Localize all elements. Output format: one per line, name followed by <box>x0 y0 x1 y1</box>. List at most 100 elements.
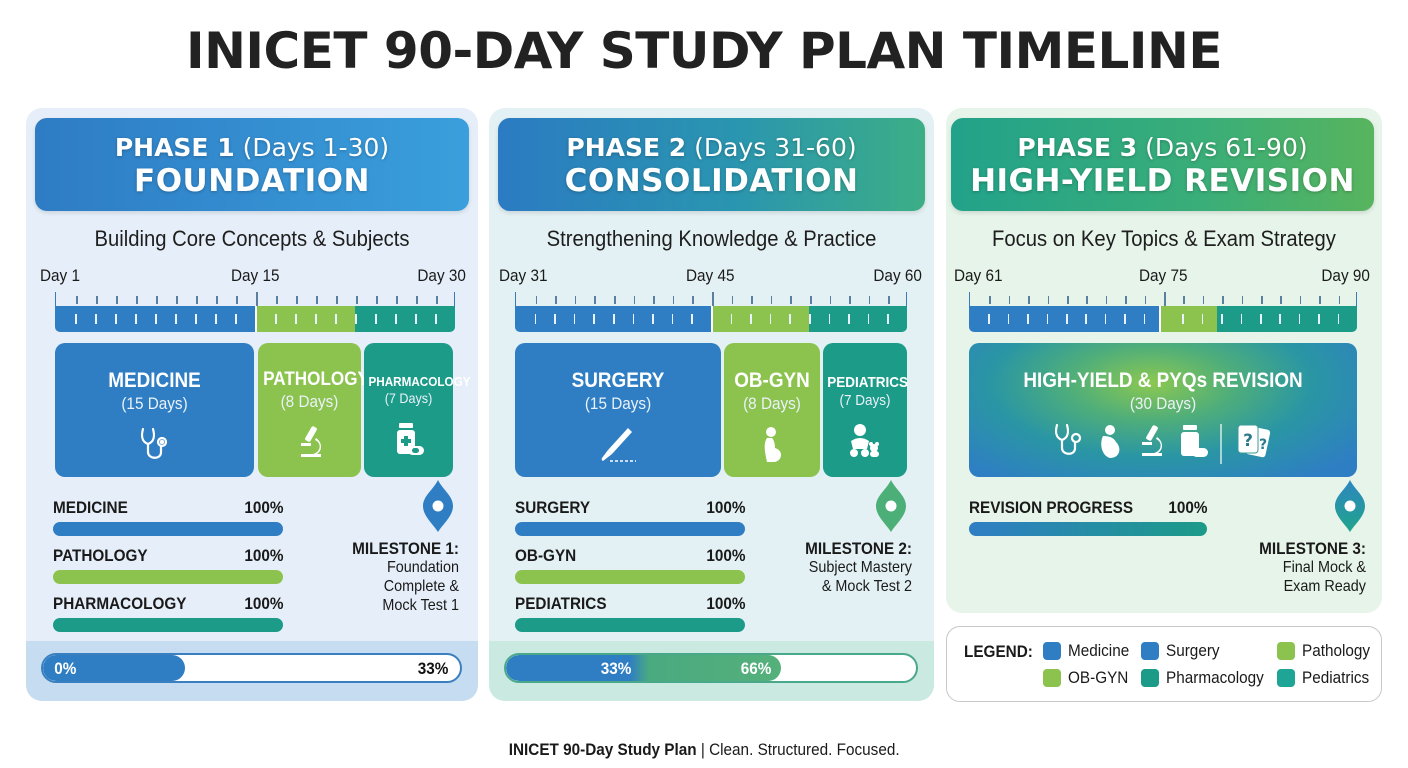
legend-label: Surgery <box>1166 641 1220 660</box>
map-pin-icon <box>1333 480 1367 532</box>
pregnant-woman-icon <box>724 426 820 464</box>
tick-mark <box>1125 296 1127 304</box>
day-start-label: Day 61 <box>954 266 1003 285</box>
phase-name: HIGH-YIELD REVISION <box>970 163 1355 199</box>
progress-label: REVISION PROGRESS <box>969 498 1134 517</box>
legend-label: Pediatrics <box>1302 668 1370 687</box>
tick-mark <box>295 314 297 324</box>
timeline-segment-revision-1 <box>969 306 1160 332</box>
progress-value: 100% <box>705 498 745 517</box>
day-labels: Day 1 Day 15 Day 30 <box>38 266 466 288</box>
timeline-segment-obgyn <box>711 306 809 332</box>
tick-mark <box>712 292 714 306</box>
subject-block-high-yield-revision: HIGH-YIELD & PYQs REVISION (30 Days) ?? <box>969 343 1357 477</box>
tick-mark <box>1279 314 1281 324</box>
phase-2-header: PHASE 2 (Days 31-60) CONSOLIDATION <box>498 118 925 211</box>
milestone-text: Exam Ready <box>1283 578 1366 595</box>
baby-toy-icon <box>823 423 907 459</box>
tick-mark <box>751 296 753 304</box>
tick-mark <box>376 296 378 304</box>
tick-mark <box>1240 314 1243 324</box>
tick-mark <box>692 296 694 304</box>
day-start-label: Day 31 <box>499 266 548 285</box>
tick-mark <box>810 296 812 304</box>
tick-mark <box>1008 296 1011 304</box>
phase-name: FOUNDATION <box>134 163 370 199</box>
progress-bar <box>53 618 283 632</box>
tick-mark <box>136 296 138 304</box>
tick-mark <box>691 314 693 324</box>
tick-mark <box>1086 296 1088 304</box>
revision-icons: ?? <box>969 422 1357 465</box>
phase-subtitle: Building Core Concepts & Subjects <box>94 226 410 251</box>
legend-swatch <box>1043 669 1061 687</box>
question-cards-icon: ?? <box>1234 422 1274 465</box>
legend-item-surgery: Surgery <box>1141 641 1226 661</box>
day-mid-label: Day 15 <box>231 266 280 285</box>
milestone-title: MILESTONE 2: <box>805 539 912 558</box>
phase-label: PHASE 3 <box>1017 133 1138 162</box>
tick-mark <box>535 296 538 304</box>
day-labels: Day 61 Day 75 Day 90 <box>954 266 1370 288</box>
phase-2-timeline <box>515 292 907 334</box>
progress-value: 100% <box>243 498 283 517</box>
tick-mark <box>1007 314 1010 324</box>
subject-block-obgyn: OB-GYN (8 Days) <box>724 343 820 477</box>
tick-mark <box>135 314 137 324</box>
milestone-3: MILESTONE 3: Final Mock & Exam Ready <box>1226 539 1366 596</box>
tick-mark <box>1319 296 1321 304</box>
tick-mark <box>989 296 991 304</box>
tick-mark <box>593 314 595 324</box>
tick-mark <box>156 296 158 304</box>
tick-mark <box>1046 314 1049 324</box>
day-labels: Day 31 Day 45 Day 60 <box>499 266 922 288</box>
subject-block-surgery: SURGERY (15 Days) <box>515 343 721 477</box>
subject-days: (8 Days) <box>743 394 801 413</box>
milestone-2: MILESTONE 2: Subject Mastery & Mock Test… <box>752 539 912 596</box>
subject-name: PEDIATRICS <box>827 374 908 391</box>
tick-mark <box>829 296 832 304</box>
tick-mark <box>652 314 654 324</box>
timeline-ticks <box>969 292 1357 306</box>
tick-mark <box>1028 296 1030 304</box>
progress-label: SURGERY <box>515 498 591 517</box>
overall-end-value: 33% <box>417 659 449 678</box>
tick-mark <box>554 314 556 324</box>
footer-title: INICET 90-Day Study Plan <box>508 740 697 759</box>
tick-mark <box>1183 296 1185 304</box>
progress-row-medicine: MEDICINE 100% <box>53 498 283 544</box>
day-mid-label: Day 75 <box>1139 266 1188 285</box>
tick-mark <box>1318 314 1320 324</box>
progress-bar <box>53 522 283 536</box>
tick-mark <box>1280 296 1282 304</box>
tick-mark <box>731 296 734 304</box>
day-end-label: Day 60 <box>873 266 922 285</box>
progress-row-revision: REVISION PROGRESS 100% <box>969 498 1207 544</box>
tick-mark <box>750 314 752 324</box>
phase-3-card: PHASE 3 (Days 61-90) HIGH-YIELD REVISION… <box>946 108 1382 613</box>
milestone-text: Subject Mastery <box>808 559 912 576</box>
tick-mark <box>96 296 98 304</box>
phase-3-header: PHASE 3 (Days 61-90) HIGH-YIELD REVISION <box>951 118 1374 211</box>
legend-item-pediatrics: Pediatrics <box>1277 668 1377 688</box>
overall-progress-fill <box>506 655 781 681</box>
tick-mark <box>633 296 636 304</box>
tick-mark <box>672 296 675 304</box>
progress-bar <box>969 522 1207 536</box>
overall-end-value: 66% <box>740 659 772 678</box>
tick-mark <box>1221 314 1223 324</box>
phase-1-header: PHASE 1 (Days 1-30) FOUNDATION <box>35 118 469 211</box>
page-title: INICET 90-DAY STUDY PLAN TIMELINE <box>185 22 1223 80</box>
tick-mark <box>555 296 557 304</box>
tick-mark <box>1182 314 1184 324</box>
subject-name: PHARMACOLOGY <box>368 374 471 389</box>
legend-item-medicine: Medicine <box>1043 641 1136 661</box>
tick-mark <box>1261 296 1263 304</box>
milestone-text: Complete & <box>383 578 459 595</box>
phase-subtitle: Focus on Key Topics & Exam Strategy <box>992 226 1336 251</box>
progress-value: 100% <box>1167 498 1207 517</box>
legend-swatch <box>1277 642 1295 660</box>
tick-mark <box>632 314 635 324</box>
tick-mark <box>789 314 791 324</box>
phase-label: PHASE 1 <box>114 133 235 162</box>
